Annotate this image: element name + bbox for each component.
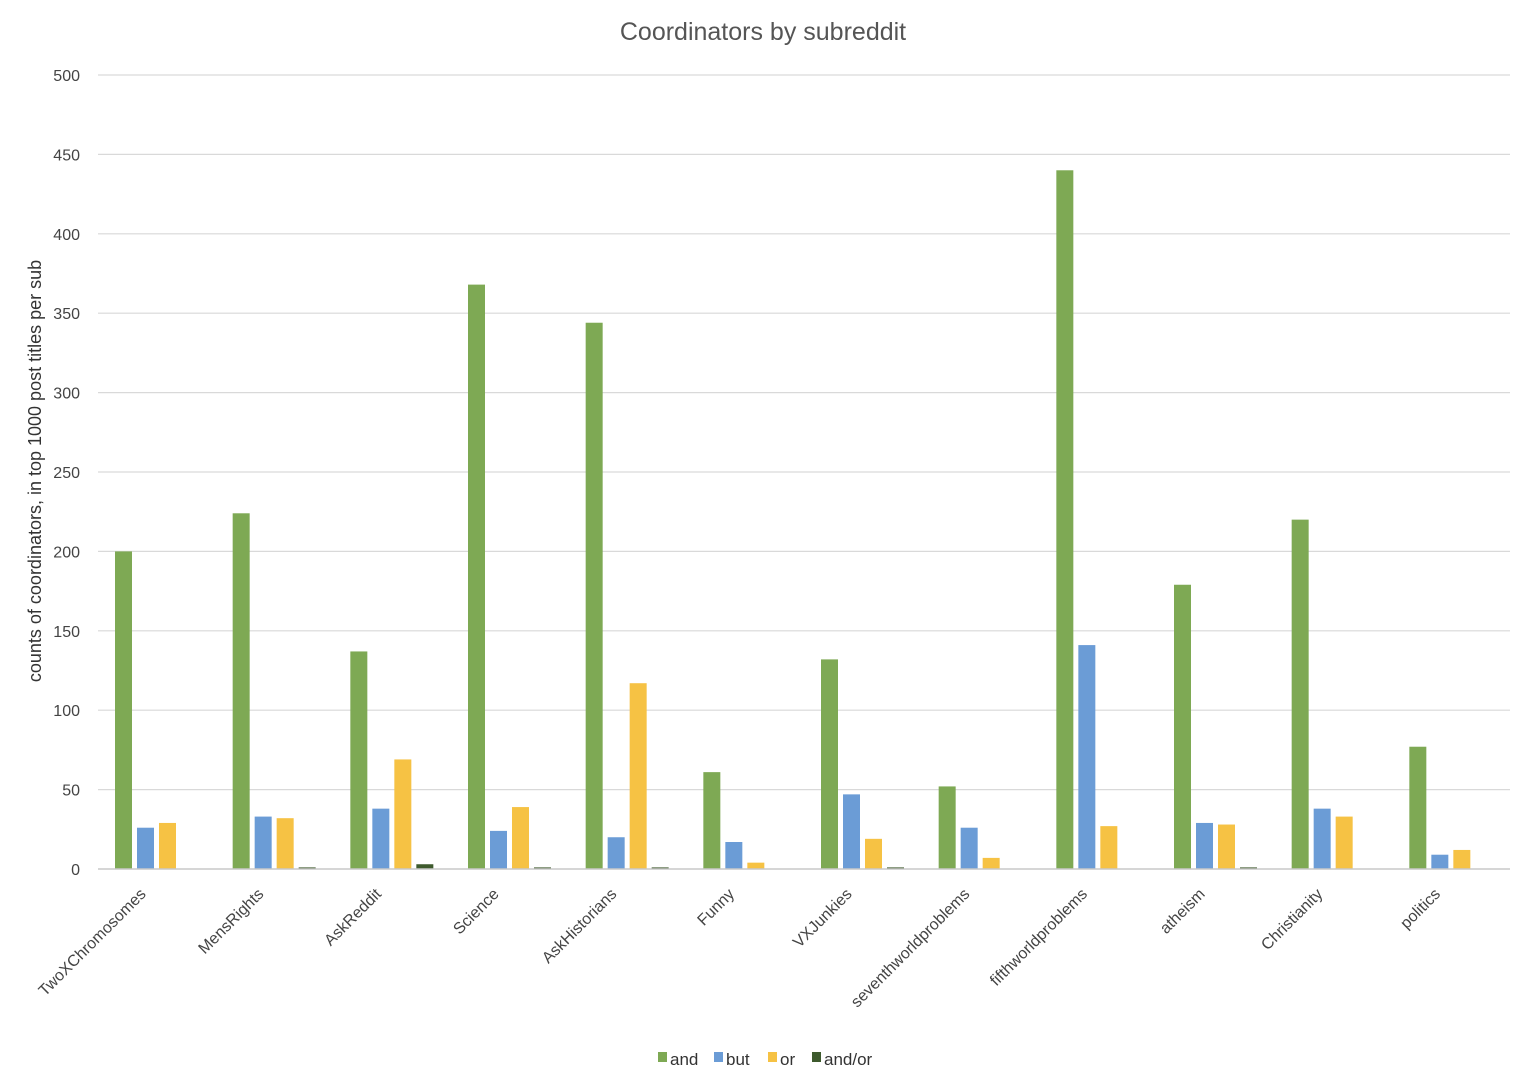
bar-and-askhistorians [585, 322, 603, 869]
bar-or-mensrights [276, 818, 294, 869]
x-tick-label: VXJunkies [790, 886, 855, 951]
bar-or-funny [747, 862, 765, 869]
chart-title: Coordinators by subreddit [620, 18, 906, 46]
bar-but-askreddit [372, 808, 390, 869]
y-tick-label: 0 [71, 862, 80, 879]
bar-and-christianity [1291, 519, 1309, 869]
x-tick-label: seventhworldproblems [848, 886, 973, 1011]
bar-but-politics [1431, 854, 1449, 869]
bar-or-politics [1453, 849, 1471, 869]
bar-or-seventhworldproblems [982, 857, 1000, 869]
bar-or-christianity [1335, 816, 1353, 869]
bar-and-or-mensrights [298, 867, 316, 869]
x-tick-label: Christianity [1258, 886, 1326, 954]
bar-but-christianity [1313, 808, 1331, 869]
bar-and-atheism [1174, 584, 1191, 869]
bar-or-vxjunkies [865, 838, 882, 869]
legend-label-and-or: and/or [824, 1050, 873, 1069]
bar-and-vxjunkies [821, 659, 838, 869]
bar-but-science [490, 830, 507, 869]
bar-but-seventhworldproblems [960, 827, 978, 869]
legend-label-but: but [726, 1050, 750, 1069]
bar-and-seventhworldproblems [938, 786, 956, 869]
x-tick-label: Funny [695, 886, 738, 929]
y-tick-label: 150 [53, 624, 80, 641]
bar-but-atheism [1196, 822, 1213, 869]
bar-and-funny [703, 772, 721, 869]
legend-swatch-but [714, 1052, 723, 1062]
y-tick-label: 500 [53, 68, 80, 85]
bar-but-mensrights [254, 816, 272, 869]
y-axis-label: counts of coordinators, in top 1000 post… [25, 260, 45, 682]
legend-swatch-and [658, 1052, 667, 1062]
bar-but-funny [725, 842, 743, 869]
bar-and-politics [1409, 746, 1427, 869]
bar-and-or-askreddit [416, 864, 434, 869]
y-tick-label: 50 [62, 783, 80, 800]
y-axis-ticks: 0 50 100 150 200 250 300 350 400 450 500 [53, 68, 80, 879]
bar-but-twoxchromosomes [137, 827, 154, 869]
bar-and-twoxchromosomes [115, 551, 132, 869]
bar-and-or-askhistorians [651, 867, 669, 869]
bar-and-mensrights [232, 513, 250, 869]
y-tick-label: 300 [53, 386, 80, 403]
bar-and-fifthworldproblems [1056, 170, 1074, 869]
y-tick-label: 200 [53, 544, 80, 561]
bars [115, 170, 1471, 870]
bar-and-or-science [534, 867, 551, 869]
bar-or-science [512, 807, 529, 869]
y-tick-label: 350 [53, 306, 80, 323]
bar-or-askreddit [394, 759, 412, 869]
bar-or-atheism [1218, 824, 1235, 869]
bar-and-or-atheism [1240, 867, 1257, 869]
bar-and-askreddit [350, 651, 368, 869]
legend-label-and: and [670, 1050, 698, 1069]
legend-label-or: or [780, 1050, 795, 1069]
bar-but-vxjunkies [843, 794, 860, 869]
bar-but-fifthworldproblems [1078, 645, 1096, 869]
y-tick-label: 100 [53, 703, 80, 720]
bar-or-askhistorians [629, 683, 647, 869]
y-tick-label: 450 [53, 147, 80, 164]
bar-or-twoxchromosomes [159, 822, 176, 869]
x-tick-label: Science [450, 886, 502, 938]
bar-and-science [468, 284, 485, 870]
bar-or-fifthworldproblems [1100, 826, 1118, 869]
gridlines [98, 74, 1510, 791]
x-axis-ticks: TwoXChromosomes MensRights AskReddit Scienc… [36, 885, 1444, 1011]
x-tick-label: MensRights [196, 886, 268, 958]
legend: and but or and/or [658, 1050, 873, 1069]
x-tick-label: AskReddit [321, 885, 385, 949]
x-tick-label: fifthworldproblems [987, 886, 1091, 990]
bar-but-askhistorians [607, 837, 625, 869]
y-tick-label: 400 [53, 227, 80, 244]
y-tick-label: 250 [53, 465, 80, 482]
x-tick-label: politics [1397, 886, 1444, 933]
bar-and-or-vxjunkies [887, 867, 904, 869]
x-tick-label: TwoXChromosomes [36, 886, 150, 1000]
x-tick-label: AskHistorians [539, 886, 620, 967]
legend-swatch-or [768, 1052, 777, 1062]
legend-swatch-and-or [812, 1052, 821, 1062]
x-tick-label: atheism [1157, 886, 1209, 938]
